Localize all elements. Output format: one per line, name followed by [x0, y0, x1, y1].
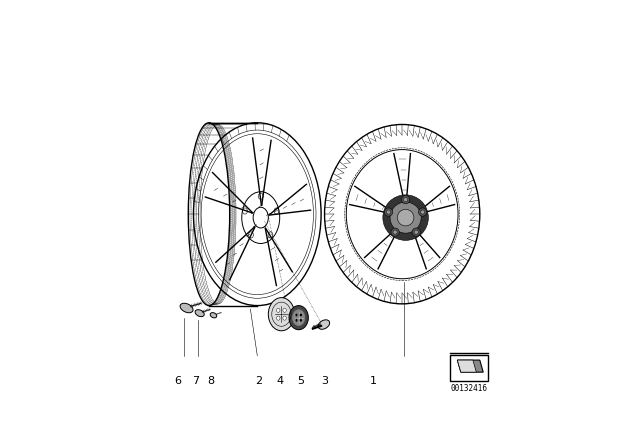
Ellipse shape	[195, 310, 204, 317]
Text: 3: 3	[321, 376, 328, 386]
Text: 4: 4	[276, 376, 284, 386]
Ellipse shape	[397, 209, 414, 226]
Ellipse shape	[419, 208, 427, 216]
Text: 8: 8	[207, 376, 214, 386]
Ellipse shape	[289, 306, 308, 330]
Polygon shape	[458, 360, 483, 372]
Ellipse shape	[391, 228, 399, 236]
Ellipse shape	[387, 210, 390, 214]
Text: 7: 7	[191, 376, 199, 386]
Ellipse shape	[390, 202, 421, 233]
Ellipse shape	[420, 210, 425, 214]
Text: 2: 2	[255, 376, 262, 386]
Ellipse shape	[295, 313, 298, 317]
Ellipse shape	[180, 303, 193, 313]
Text: 1: 1	[369, 376, 376, 386]
Ellipse shape	[300, 319, 302, 322]
Ellipse shape	[276, 308, 280, 312]
Ellipse shape	[318, 320, 330, 329]
Ellipse shape	[292, 310, 305, 326]
Ellipse shape	[283, 316, 286, 320]
Ellipse shape	[276, 316, 280, 320]
Ellipse shape	[401, 195, 410, 204]
Ellipse shape	[412, 228, 420, 236]
Ellipse shape	[210, 313, 217, 318]
Ellipse shape	[295, 319, 298, 322]
Ellipse shape	[404, 198, 408, 202]
Ellipse shape	[300, 313, 302, 317]
Ellipse shape	[268, 297, 294, 331]
Text: 00132416: 00132416	[451, 383, 488, 392]
Polygon shape	[458, 360, 476, 372]
Ellipse shape	[414, 230, 418, 234]
Ellipse shape	[393, 230, 397, 234]
FancyBboxPatch shape	[451, 355, 488, 381]
Ellipse shape	[283, 308, 286, 312]
Ellipse shape	[385, 208, 393, 216]
Ellipse shape	[383, 195, 428, 241]
Text: 6: 6	[175, 376, 182, 386]
Text: 5: 5	[297, 376, 304, 386]
